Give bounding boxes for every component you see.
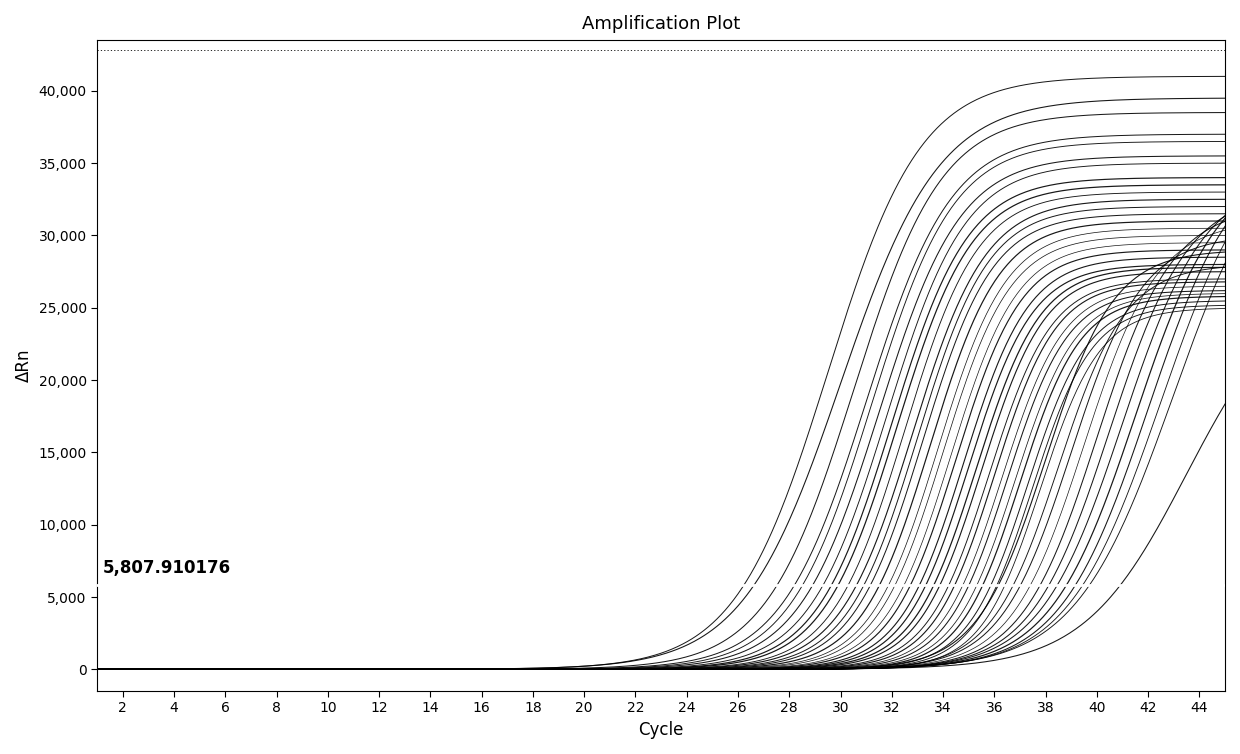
Text: 5,807.910176: 5,807.910176 [103, 559, 231, 577]
Y-axis label: ΔRn: ΔRn [15, 349, 33, 382]
X-axis label: Cycle: Cycle [639, 721, 683, 739]
Title: Amplification Plot: Amplification Plot [582, 15, 740, 33]
